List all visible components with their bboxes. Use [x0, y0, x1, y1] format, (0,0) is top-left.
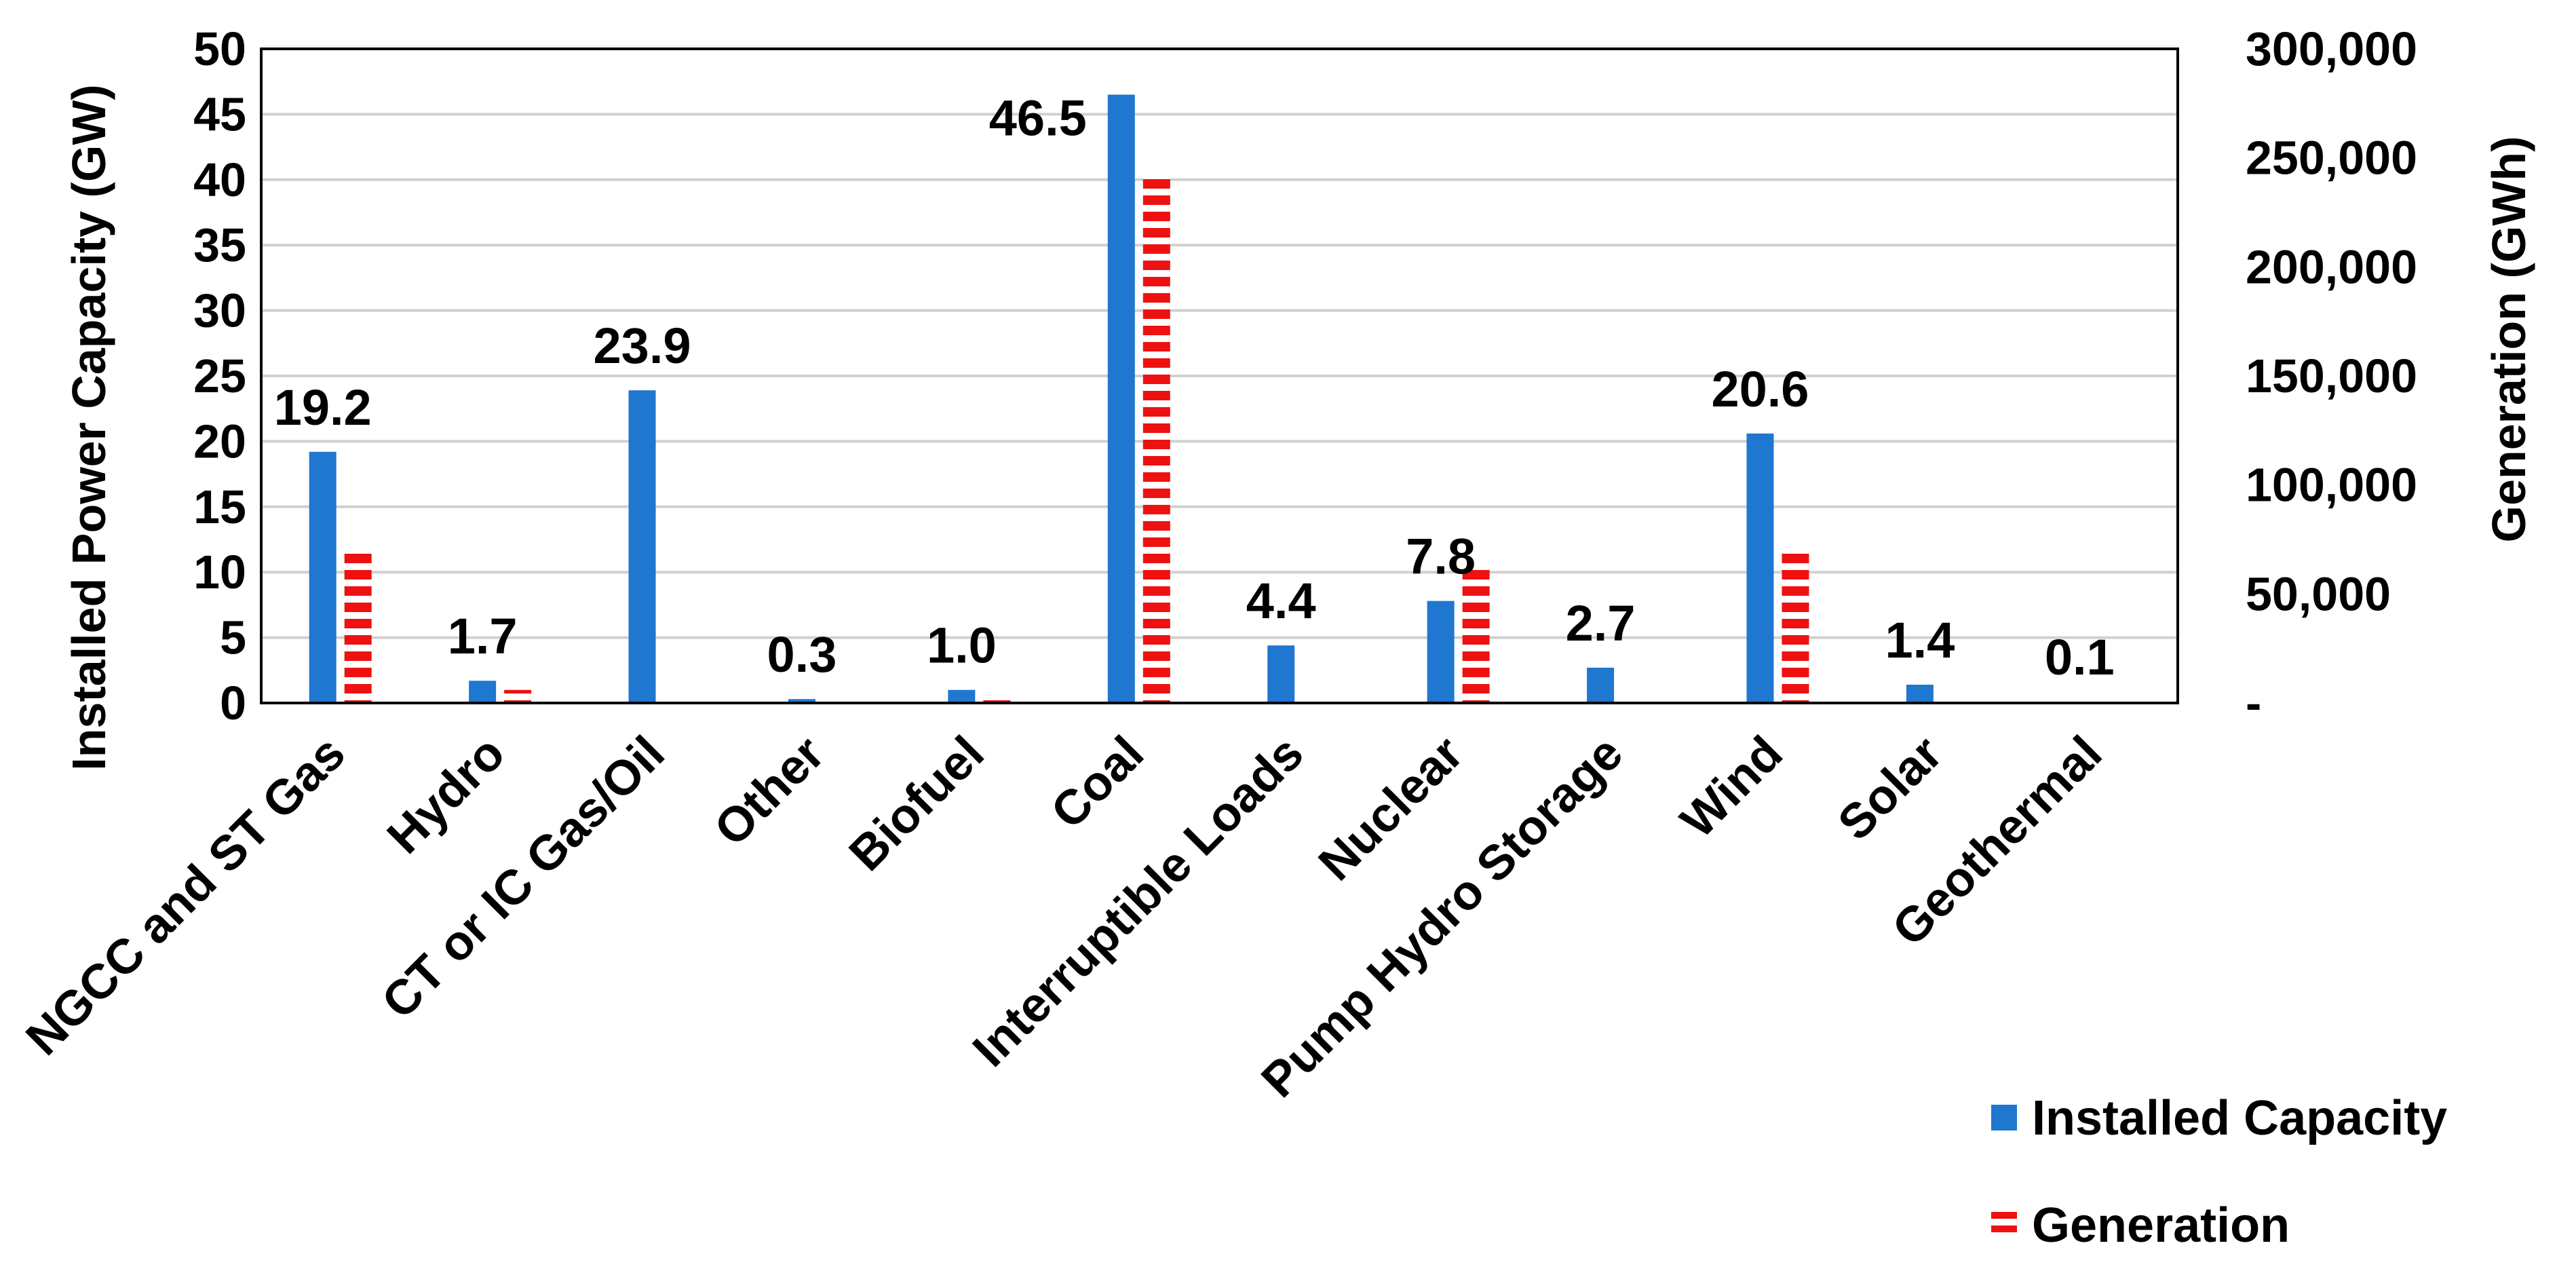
- data-label-installed-capacity: 4.4: [1246, 573, 1316, 629]
- right-tick-label: 150,000: [2246, 349, 2417, 402]
- bar-installed-capacity: [628, 390, 656, 703]
- legend: Installed Capacity Generation: [1991, 1091, 2447, 1253]
- bar-installed-capacity: [1107, 94, 1135, 704]
- data-label-installed-capacity: 23.9: [594, 318, 691, 374]
- bar-generation: [344, 550, 372, 703]
- left-tick-label: 50: [193, 22, 246, 75]
- bar-installed-capacity: [948, 689, 976, 703]
- bar-installed-capacity: [1267, 645, 1295, 703]
- left-tick-label: 15: [193, 480, 246, 533]
- left-axis-title: Installed Power Capacity (GW): [62, 84, 115, 770]
- right-axis-ticks: - 50,000 100,000 150,000 200,000 250,000 300,0…: [2246, 22, 2417, 729]
- right-tick-label: 200,000: [2246, 240, 2417, 293]
- bar-generation: [1782, 550, 1809, 703]
- right-tick-label: 250,000: [2246, 132, 2417, 185]
- data-label-installed-capacity: 7.8: [1406, 529, 1476, 585]
- legend-label-generation: Generation: [2032, 1198, 2290, 1253]
- left-tick-label: 20: [193, 415, 246, 468]
- left-tick-label: 5: [220, 611, 246, 664]
- left-tick-label: 25: [193, 349, 246, 402]
- right-tick-label: 100,000: [2246, 459, 2417, 512]
- plot-frame: [260, 48, 2179, 704]
- bar-installed-capacity: [788, 699, 815, 703]
- legend-swatch-installed-capacity: [1991, 1105, 2017, 1130]
- data-label-installed-capacity: 2.7: [1566, 595, 1636, 651]
- bars: [309, 94, 2094, 704]
- bar-installed-capacity: [469, 681, 497, 703]
- plot-border: [260, 48, 2179, 704]
- bar-installed-capacity: [1906, 685, 1934, 703]
- right-axis-title: Generation (GWh): [2482, 136, 2535, 543]
- data-label-installed-capacity: 1.0: [927, 618, 997, 674]
- bar-generation: [1462, 567, 1490, 703]
- category-label: Coal: [1041, 726, 1154, 839]
- data-label-installed-capacity: 19.2: [274, 379, 372, 436]
- left-tick-label: 45: [193, 88, 246, 140]
- bar-installed-capacity: [309, 451, 337, 703]
- legend-label-installed-capacity: Installed Capacity: [2032, 1091, 2447, 1145]
- left-tick-label: 0: [220, 677, 246, 729]
- category-label: Solar: [1828, 726, 1953, 851]
- bar-generation: [504, 689, 532, 703]
- category-label: NGCC and ST Gas: [16, 726, 355, 1066]
- category-label: Hydro: [377, 726, 516, 864]
- bar-generation: [983, 694, 1011, 703]
- data-label-installed-capacity: 20.6: [1711, 361, 1809, 417]
- legend-swatch-generation: [1991, 1212, 2017, 1232]
- bar-generation: [1142, 173, 1170, 703]
- left-axis-ticks: 0 5 10 15 20 25 30 35 40 45 50: [193, 22, 246, 729]
- left-tick-label: 40: [193, 153, 246, 206]
- category-label: Wind: [1670, 726, 1793, 849]
- left-tick-label: 35: [193, 218, 246, 271]
- category-label: Biofuel: [839, 726, 995, 881]
- data-label-installed-capacity: 0.1: [2045, 629, 2115, 685]
- data-label-installed-capacity: 46.5: [989, 90, 1087, 146]
- data-label-installed-capacity: 1.7: [448, 608, 518, 664]
- right-tick-label: -: [2246, 677, 2261, 729]
- category-label: Nuclear: [1309, 726, 1474, 891]
- category-label: Other: [704, 726, 834, 856]
- capacity-data-labels: 19.2 1.7 23.9 0.3 1.0 46.5 4.4 7.8 2.7 20.6 1.4 0.1: [274, 90, 2115, 685]
- data-label-installed-capacity: 1.4: [1885, 612, 1955, 668]
- bar-installed-capacity: [1587, 667, 1615, 703]
- left-tick-label: 10: [193, 546, 246, 598]
- left-tick-label: 30: [193, 284, 246, 337]
- right-tick-label: 50,000: [2246, 567, 2391, 620]
- bar-installed-capacity: [1427, 601, 1455, 703]
- gridlines: [261, 113, 2178, 639]
- data-label-installed-capacity: 0.3: [767, 626, 837, 683]
- right-tick-label: 300,000: [2246, 22, 2417, 75]
- bar-installed-capacity: [1746, 433, 1774, 703]
- category-label: CT or IC Gas/Oil: [372, 726, 675, 1029]
